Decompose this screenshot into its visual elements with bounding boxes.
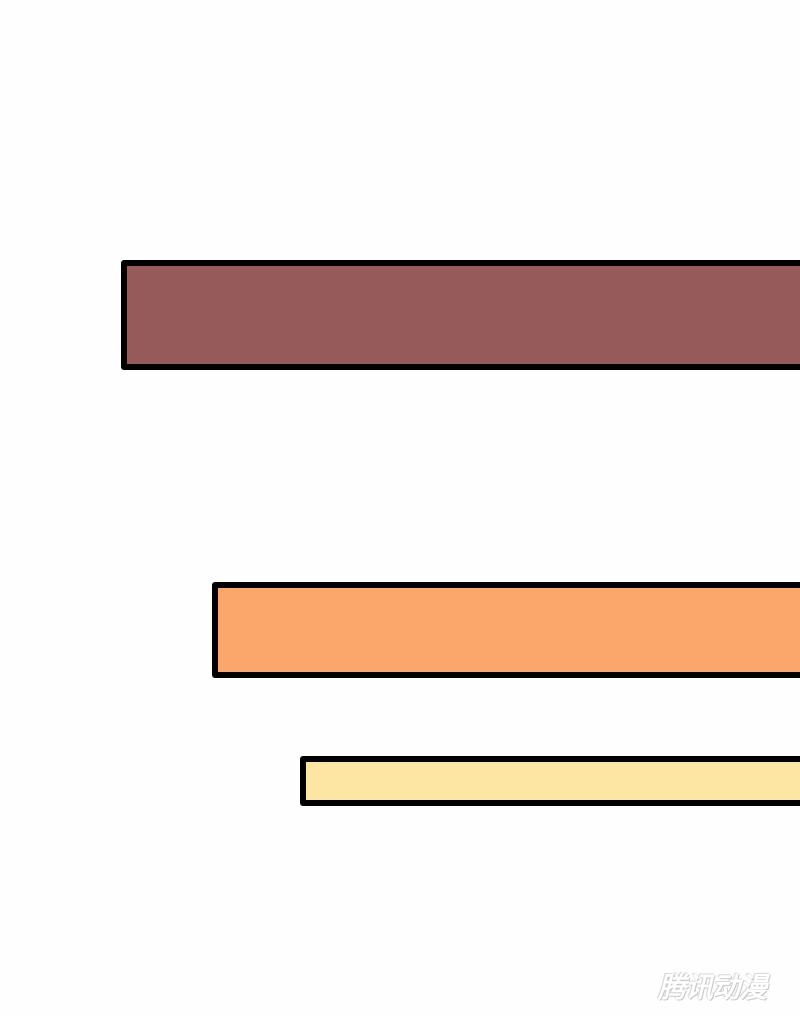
brown-bar: [121, 260, 800, 370]
orange-bar: [212, 582, 800, 678]
yellow-bar: [300, 756, 800, 806]
watermark-logo: 腾讯动漫: [658, 971, 767, 1004]
